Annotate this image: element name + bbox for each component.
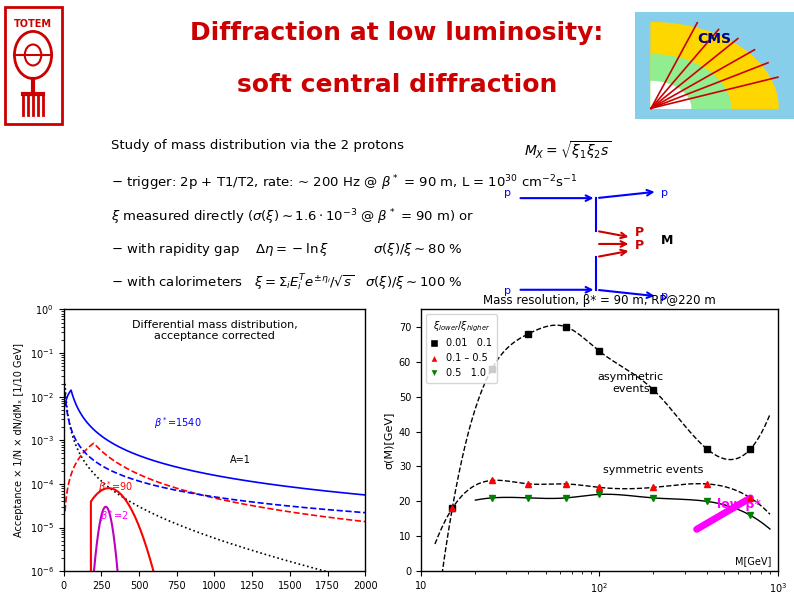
Text: M[GeV]: M[GeV] xyxy=(734,556,771,566)
A=1 xyxy=(239,544,249,552)
Text: symmetric events: symmetric events xyxy=(603,465,703,475)
A=1 xyxy=(222,539,232,546)
Wedge shape xyxy=(651,23,778,108)
A=1 xyxy=(205,533,214,540)
Text: $-$ trigger: 2p + T1/T2, rate: ~ 200 Hz @ $\beta^*$ = 90 m, L = $10^{30}$ cm$^{-: $-$ trigger: 2p + T1/T2, rate: ~ 200 Hz … xyxy=(111,173,577,193)
A=1 xyxy=(360,578,370,585)
Text: p: p xyxy=(503,187,511,198)
Text: $-$ with calorimeters   $\xi = \Sigma_i E^T_i e^{\pm\eta_i} / \sqrt{s}$   $\sigm: $-$ with calorimeters $\xi = \Sigma_i E^… xyxy=(111,273,463,293)
A=1 xyxy=(306,564,316,571)
Text: p: p xyxy=(503,286,511,296)
Text: asymmetric
events: asymmetric events xyxy=(598,372,664,393)
Text: A=1: A=1 xyxy=(229,455,250,465)
Text: CMS: CMS xyxy=(698,32,731,46)
Text: P: P xyxy=(634,239,644,252)
Title: Mass resolution, β* = 90 m, RP@220 m: Mass resolution, β* = 90 m, RP@220 m xyxy=(483,294,716,307)
Legend: 0.01   0.1, 0.1 – 0.5, 0.5   1.0: 0.01 0.1, 0.1 – 0.5, 0.5 1.0 xyxy=(426,314,497,383)
Text: soft central diffraction: soft central diffraction xyxy=(237,73,557,97)
Text: p: p xyxy=(661,291,668,301)
FancyBboxPatch shape xyxy=(6,7,62,124)
Text: P: P xyxy=(634,226,644,239)
Text: $\beta^*$=2: $\beta^*$=2 xyxy=(100,508,129,524)
Y-axis label: Acceptance × 1/N × dN/dMₓ [1/10 GeV]: Acceptance × 1/N × dN/dMₓ [1/10 GeV] xyxy=(14,343,24,537)
Text: Differential mass distribution,
acceptance corrected: Differential mass distribution, acceptan… xyxy=(132,320,297,342)
Text: p: p xyxy=(661,187,668,198)
Text: Diffraction at low luminosity:: Diffraction at low luminosity: xyxy=(191,21,603,45)
Text: low β*: low β* xyxy=(716,499,761,511)
A=1 xyxy=(202,532,212,539)
Text: $\beta^*$=1540: $\beta^*$=1540 xyxy=(154,415,202,431)
Wedge shape xyxy=(651,55,730,108)
Text: M: M xyxy=(661,234,673,247)
Line: A=1: A=1 xyxy=(65,384,365,581)
Wedge shape xyxy=(651,82,691,108)
A=1 xyxy=(60,380,70,387)
Y-axis label: σ(M)[GeV]: σ(M)[GeV] xyxy=(384,412,393,469)
Text: $\xi$ measured directly ($\sigma(\xi) \sim 1.6 \cdot 10^{-3}$ @ $\beta^*$ = 90 m: $\xi$ measured directly ($\sigma(\xi) \s… xyxy=(111,208,475,227)
Text: TOTEM: TOTEM xyxy=(14,18,52,29)
Text: $\beta^*$=90: $\beta^*$=90 xyxy=(98,479,133,494)
A=1 xyxy=(353,576,363,583)
Text: Study of mass distribution via the 2 protons: Study of mass distribution via the 2 pro… xyxy=(111,139,404,152)
Text: $M_X = \sqrt{\xi_1 \xi_2 s}$: $M_X = \sqrt{\xi_1 \xi_2 s}$ xyxy=(524,139,611,161)
Text: $-$ with rapidity gap    $\Delta\eta = -\ln\xi$           $\sigma(\xi)/\xi \sim : $-$ with rapidity gap $\Delta\eta = -\ln… xyxy=(111,240,463,258)
